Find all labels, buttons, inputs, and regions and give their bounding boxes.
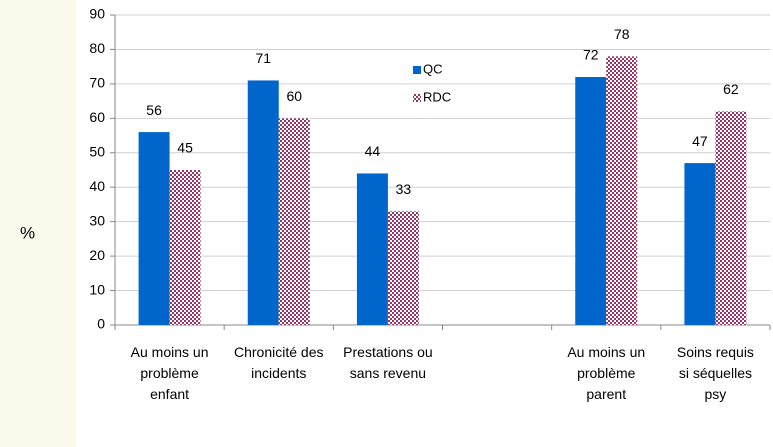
value-label: 72 bbox=[583, 47, 599, 63]
legend-swatch bbox=[413, 94, 421, 102]
y-tick-label: 0 bbox=[97, 316, 105, 332]
x-tick-label: Au moins un problème parent bbox=[567, 344, 645, 402]
bar bbox=[606, 56, 638, 325]
bar bbox=[169, 170, 201, 325]
bar bbox=[247, 80, 279, 325]
value-label: 78 bbox=[614, 26, 630, 42]
x-tick-label: Au moins un problème enfant bbox=[131, 344, 209, 402]
value-label: 44 bbox=[365, 143, 381, 159]
legend-label: RDC bbox=[423, 89, 451, 104]
bar bbox=[575, 77, 607, 325]
bar bbox=[684, 163, 716, 325]
value-label: 47 bbox=[692, 133, 708, 149]
value-label: 45 bbox=[177, 140, 193, 156]
x-tick-label: Prestations ou sans revenu bbox=[343, 344, 433, 381]
bar bbox=[356, 173, 388, 325]
x-tick-label: Soins requis si séquelles psy bbox=[677, 344, 754, 402]
x-tick-label: Chronicité des incidents bbox=[234, 344, 324, 381]
legend-label: QC bbox=[423, 61, 443, 76]
y-tick-label: 30 bbox=[89, 212, 105, 228]
value-label: 33 bbox=[396, 181, 412, 197]
bar bbox=[715, 111, 747, 325]
y-tick-label: 60 bbox=[89, 109, 105, 125]
legend-swatch bbox=[413, 66, 421, 74]
value-label: 56 bbox=[146, 102, 162, 118]
y-tick-label: 10 bbox=[89, 281, 105, 297]
side-panel bbox=[0, 0, 76, 447]
y-tick-label: 90 bbox=[89, 6, 105, 22]
value-label: 60 bbox=[286, 88, 302, 104]
bar bbox=[138, 132, 170, 325]
bar bbox=[278, 118, 310, 325]
y-axis-label: % bbox=[20, 223, 35, 242]
y-tick-label: 70 bbox=[89, 75, 105, 91]
y-tick-label: 50 bbox=[89, 143, 105, 159]
value-label: 62 bbox=[723, 81, 739, 97]
y-tick-label: 40 bbox=[89, 178, 105, 194]
bar bbox=[387, 211, 419, 325]
y-tick-label: 80 bbox=[89, 40, 105, 56]
value-label: 71 bbox=[255, 50, 271, 66]
y-tick-label: 20 bbox=[89, 247, 105, 263]
